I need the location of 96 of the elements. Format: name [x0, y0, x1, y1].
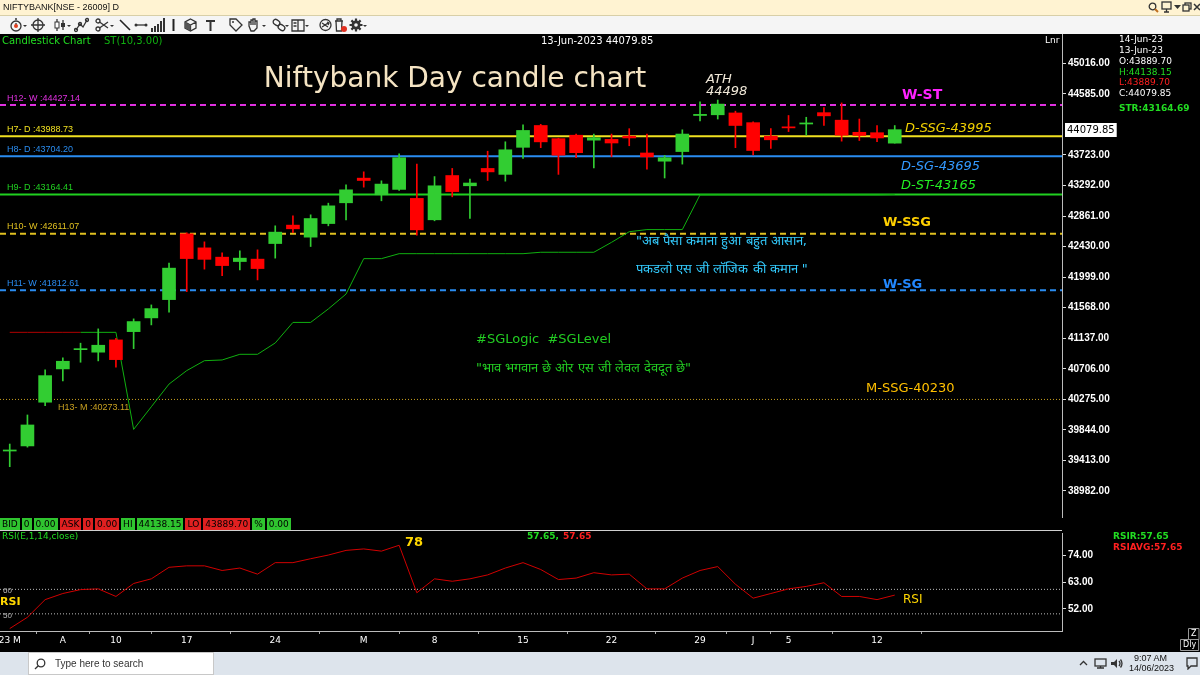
annotation: 57.65,	[527, 531, 559, 542]
y-tick-label: 41999.00	[1068, 270, 1111, 282]
x-tick-label: 29	[694, 634, 707, 645]
annotation: W-ST	[902, 85, 943, 102]
text: Type here to search	[55, 658, 144, 670]
annotation: 57.65	[563, 531, 592, 542]
y-tick-label: 52.00	[1068, 602, 1094, 614]
chart-title: RSI(E,1,14,close)	[2, 531, 79, 542]
y-tick-label: 40275.00	[1068, 393, 1111, 405]
y-tick-label: 45016.00	[1068, 57, 1111, 69]
annotation: पकडलो एस जी लॉजिक की कमान "	[636, 261, 808, 277]
annotation: D-SG-43695	[901, 157, 981, 173]
ref-line-label: 60	[3, 585, 13, 595]
candlestick	[233, 250, 247, 271]
y-tick-label: 74.00	[1068, 548, 1094, 560]
x-tick-label: 17	[181, 634, 193, 645]
text: 0	[21, 518, 32, 530]
y-tick-label: 63.00	[1068, 575, 1094, 587]
candlestick	[640, 133, 654, 170]
x-tick-label: 5	[785, 634, 792, 645]
x-tick-label: 8	[431, 634, 438, 645]
x-tick-label: 24	[269, 634, 282, 645]
annotation: RSI	[0, 594, 21, 608]
text: 43889.70	[203, 518, 251, 530]
text: 0	[83, 518, 94, 530]
ref-line-label: H9- D :43164.41	[7, 182, 74, 193]
annotation: RSI	[903, 592, 923, 607]
ref-line-label: H7- D :43988.73	[7, 123, 74, 134]
candlestick	[286, 215, 300, 233]
text: 44079.85	[1067, 123, 1115, 135]
y-tick-label: 43723.00	[1068, 148, 1111, 160]
y-tick-label: 38982.00	[1068, 484, 1111, 496]
text: %	[252, 518, 265, 530]
x-tick-label: 12	[871, 634, 883, 645]
text: 9:07 AM	[1134, 653, 1168, 664]
x-tick-label: 22	[605, 634, 618, 645]
text: O:43889.70	[1119, 56, 1173, 67]
annotation: D-SSG-43995	[905, 119, 992, 135]
y-tick-label: 42430.00	[1068, 240, 1111, 252]
text: RSIR:57.65	[1113, 531, 1169, 542]
text: 14/06/2023	[1129, 663, 1175, 674]
text: H:44138.15	[1119, 67, 1172, 78]
text: RSIAVG:57.65	[1113, 542, 1183, 553]
x-tick-label: 23 M	[0, 634, 21, 645]
text: 0.00	[33, 518, 58, 530]
annotation: M-SSG-40230	[866, 379, 955, 395]
annotation: #SGLogic #SGLevel	[476, 331, 611, 347]
text: LO	[185, 518, 202, 530]
annotation: 13-Jun-2023 44079.85	[541, 34, 654, 46]
text: L:43889.70	[1119, 77, 1171, 88]
text: BID	[0, 518, 20, 530]
x-tick-label: A	[59, 634, 67, 645]
ref-line-label: H8- D :43704.20	[7, 143, 74, 154]
text: Dly	[1183, 640, 1197, 650]
y-tick-label: 41137.00	[1068, 331, 1110, 343]
y-tick-label: 40706.00	[1068, 362, 1111, 374]
text: 13-Jun-23	[1119, 45, 1163, 56]
text: ASK	[59, 518, 82, 530]
candlestick	[817, 107, 831, 126]
candlestick	[764, 128, 778, 149]
y-tick-label: 39413.00	[1068, 454, 1111, 466]
x-tick-label: M	[359, 634, 368, 645]
annotation: D-ST-43165	[901, 176, 977, 192]
text: NIFTYBANK[NSE - 26009] D	[3, 1, 120, 14]
ref-line-label: H13- M :40273.11	[58, 401, 130, 412]
y-tick-label: 41568.00	[1068, 301, 1111, 313]
x-tick-label: 10	[110, 634, 122, 645]
y-tick-label: 39844.00	[1068, 423, 1111, 435]
text: ST(10,3.00)	[104, 34, 163, 46]
annotation: W-SG	[883, 275, 923, 291]
annotation: Candlestick Chart	[2, 34, 91, 46]
candlestick	[693, 101, 707, 122]
text: 0.00	[266, 518, 291, 530]
text: C:44079.85	[1119, 88, 1172, 99]
x-tick-label: 15	[517, 634, 529, 645]
ref-line-label: 50	[3, 611, 13, 621]
text: 0.00	[95, 518, 120, 530]
text: HI	[121, 518, 135, 530]
annotation: "भाव भगवान छे ओर एस जी लेवल देवदूत छे"	[476, 360, 692, 377]
ref-line-label: H11- W :41812.61	[7, 277, 80, 288]
ref-line-label: H12- W :44427.14	[7, 92, 81, 103]
text: 14-Jun-23	[1119, 34, 1163, 45]
x-tick-label: J	[750, 634, 755, 645]
annotation: W-SSG	[883, 214, 931, 230]
text: 44138.15	[136, 518, 184, 530]
text: Lnr	[1045, 35, 1060, 46]
annotation: 78	[405, 534, 424, 550]
y-tick-label: 44585.00	[1068, 87, 1111, 99]
ref-line-label: H10- W :42611.07	[7, 221, 80, 232]
y-tick-label: 42861.00	[1068, 209, 1111, 221]
text: Niftybank Day candle chart	[263, 61, 647, 95]
annotation: "अब पैसा कमाना हुआ बहुत आसान,	[636, 233, 807, 251]
y-tick-label: 43292.00	[1068, 179, 1111, 191]
candlestick	[587, 133, 601, 169]
text: STR:43164.69	[1119, 103, 1190, 114]
text: Z	[1191, 629, 1197, 639]
